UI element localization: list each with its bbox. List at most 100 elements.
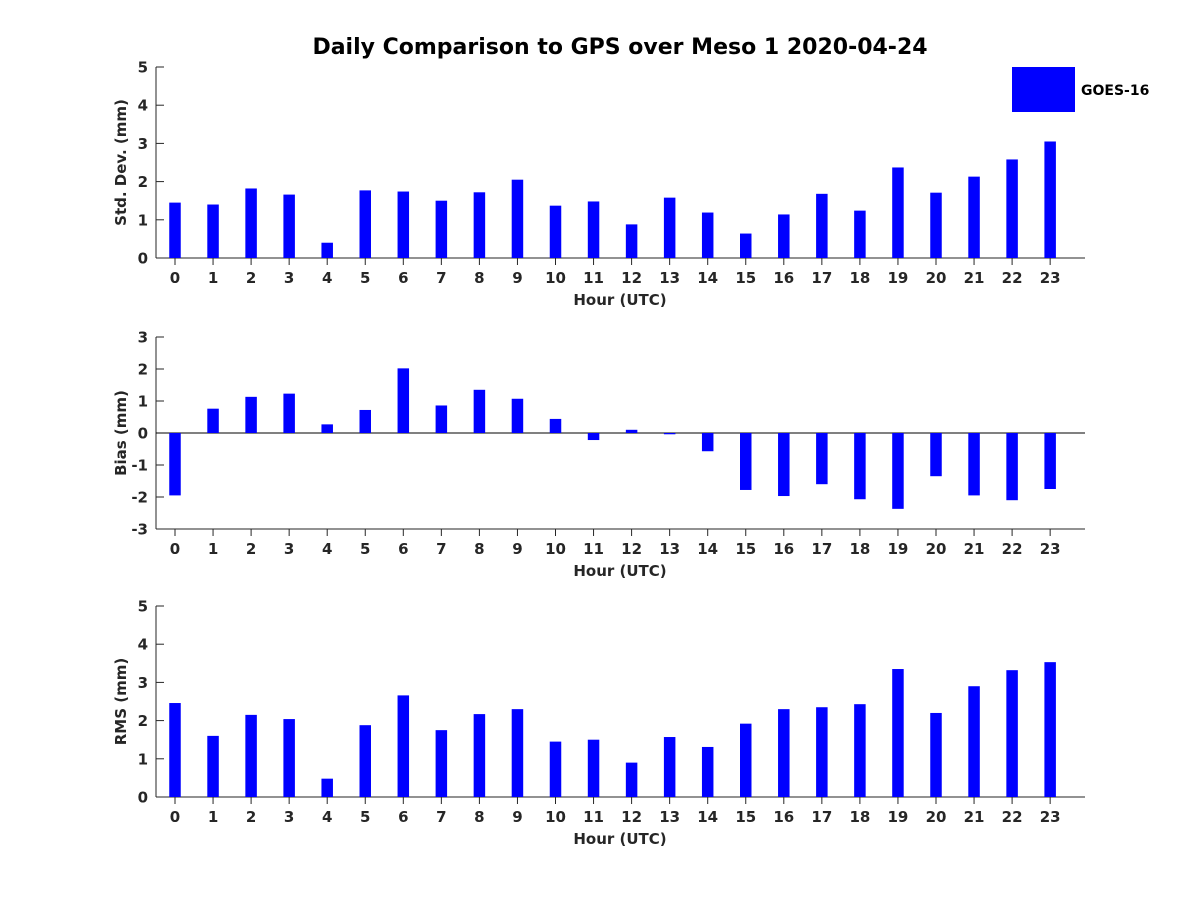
bar <box>701 746 714 797</box>
y-tick-label: 4 <box>138 636 148 654</box>
bar <box>854 704 866 797</box>
y-tick-label: 3 <box>138 674 148 692</box>
x-tick-label: 14 <box>697 540 718 558</box>
bar <box>549 205 562 258</box>
x-tick-label: 17 <box>811 808 832 826</box>
x-tick-label: 11 <box>583 540 604 558</box>
bar <box>968 686 980 797</box>
bar <box>892 669 904 797</box>
bar <box>930 712 942 797</box>
bar <box>625 224 638 258</box>
x-tick-label: 13 <box>659 540 680 558</box>
bar <box>778 433 790 497</box>
x-tick-label: 16 <box>773 808 794 826</box>
bar <box>663 737 676 797</box>
bar <box>283 393 295 433</box>
x-tick-label: 12 <box>621 269 642 287</box>
bar <box>701 212 714 258</box>
x-tick-label: 1 <box>208 540 218 558</box>
bar <box>511 398 524 433</box>
x-tick-label: 8 <box>474 540 484 558</box>
bar <box>1044 662 1056 797</box>
x-tick-label: 22 <box>1002 540 1023 558</box>
x-tick-label: 13 <box>659 808 680 826</box>
y-axis-title: Bias (mm) <box>112 390 130 476</box>
bar <box>511 709 524 797</box>
legend: GOES-16 <box>1012 67 1149 112</box>
bar <box>397 191 410 258</box>
x-tick-label: 18 <box>849 269 870 287</box>
x-tick-label: 2 <box>246 269 256 287</box>
bar <box>625 762 638 797</box>
x-tick-label: 13 <box>659 269 680 287</box>
bar <box>473 192 486 258</box>
bar <box>816 707 828 797</box>
bar <box>359 725 371 797</box>
bar <box>283 194 295 258</box>
y-tick-label: -2 <box>131 489 148 507</box>
x-axis-title: Hour (UTC) <box>573 291 666 309</box>
x-axis-title: Hour (UTC) <box>573 830 666 848</box>
bar <box>930 433 942 477</box>
bar <box>549 418 562 433</box>
bar <box>740 233 752 258</box>
x-tick-label: 11 <box>583 269 604 287</box>
y-tick-label: 2 <box>138 361 148 379</box>
y-tick-label: 1 <box>138 750 148 768</box>
bar <box>473 389 486 433</box>
bar <box>968 176 980 258</box>
x-tick-label: 11 <box>583 808 604 826</box>
x-tick-label: 0 <box>170 540 180 558</box>
bar <box>1006 433 1018 501</box>
x-tick-label: 19 <box>888 808 909 826</box>
bar <box>359 409 371 433</box>
bar <box>207 735 219 797</box>
x-tick-label: 18 <box>849 540 870 558</box>
y-tick-label: 2 <box>138 173 148 191</box>
x-tick-label: 12 <box>621 808 642 826</box>
bar <box>816 193 828 258</box>
y-axis-title: Std. Dev. (mm) <box>112 99 130 226</box>
x-tick-label: 17 <box>811 269 832 287</box>
x-tick-label: 6 <box>398 269 408 287</box>
x-tick-label: 21 <box>964 269 985 287</box>
x-tick-label: 9 <box>512 540 522 558</box>
x-tick-label: 19 <box>888 269 909 287</box>
y-tick-label: 4 <box>138 97 148 115</box>
bar <box>663 197 676 258</box>
x-tick-label: 20 <box>926 269 947 287</box>
y-tick-label: -1 <box>131 457 148 475</box>
x-tick-label: 9 <box>512 269 522 287</box>
bar <box>587 433 600 441</box>
x-tick-label: 22 <box>1002 808 1023 826</box>
bar <box>1044 433 1056 489</box>
x-tick-label: 16 <box>773 540 794 558</box>
x-tick-label: 3 <box>284 808 294 826</box>
bar <box>321 424 333 433</box>
bar <box>549 741 562 797</box>
bar <box>663 433 676 435</box>
bar <box>968 433 980 496</box>
y-tick-label: -3 <box>131 521 148 539</box>
bar <box>283 719 295 797</box>
x-tick-label: 8 <box>474 808 484 826</box>
bar <box>778 214 790 258</box>
bar <box>473 714 486 797</box>
x-tick-label: 23 <box>1040 269 1061 287</box>
x-tick-label: 2 <box>246 808 256 826</box>
bar <box>892 433 904 509</box>
x-tick-label: 20 <box>926 808 947 826</box>
x-tick-label: 7 <box>436 540 446 558</box>
x-tick-label: 5 <box>360 269 370 287</box>
x-tick-label: 4 <box>322 269 332 287</box>
bar <box>1006 159 1018 258</box>
x-tick-label: 8 <box>474 269 484 287</box>
bar <box>854 210 866 258</box>
x-tick-label: 15 <box>735 540 756 558</box>
x-tick-label: 1 <box>208 808 218 826</box>
x-tick-label: 10 <box>545 540 566 558</box>
x-tick-label: 12 <box>621 540 642 558</box>
bar <box>321 778 333 797</box>
x-tick-label: 21 <box>964 808 985 826</box>
